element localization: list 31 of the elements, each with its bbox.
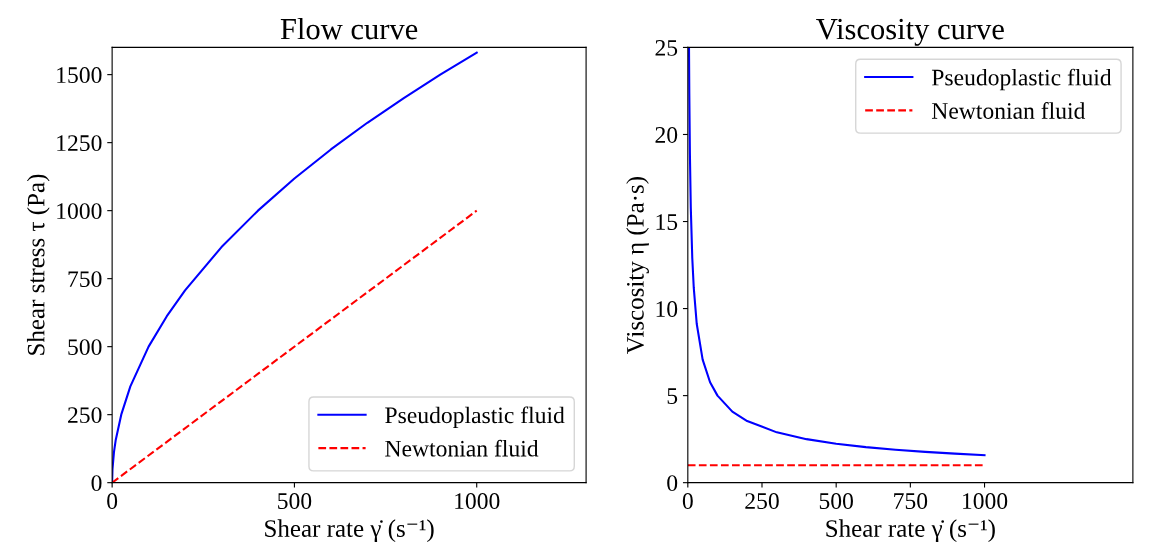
y-axis-title: Viscosity η (Pa·s) <box>626 177 649 354</box>
x-axis-title: Shear rate γ̇ (s⁻¹) <box>265 519 434 543</box>
x-tick-label: 250 <box>745 493 779 510</box>
y-tick-label: 15 <box>656 214 678 230</box>
y-tick-label: 5 <box>667 388 678 405</box>
y-tick-label: 1500 <box>57 67 102 84</box>
y-tick-label: 1250 <box>57 135 102 152</box>
x-tick-label: 500 <box>819 493 853 510</box>
legend-label: Newtonian fluid <box>931 102 1086 119</box>
x-tick-label: 500 <box>278 493 312 510</box>
y-tick-label: 1000 <box>57 203 102 220</box>
y-tick-label: 250 <box>68 407 102 424</box>
x-tick-label: 0 <box>682 493 693 510</box>
chart-title: Viscosity curve <box>816 18 1004 46</box>
legend-label: Pseudoplastic fluid <box>931 68 1112 91</box>
x-tick-label: 1000 <box>962 493 1008 510</box>
y-tick-label: 750 <box>68 271 102 288</box>
x-axis-title: Shear rate γ̇ (s⁻¹) <box>826 519 995 543</box>
y-tick-label: 10 <box>656 301 678 317</box>
y-tick-label: 0 <box>667 475 678 492</box>
legend-label: Newtonian fluid <box>385 439 539 457</box>
legend-label: Pseudoplastic fluid <box>385 406 565 429</box>
chart-title: Flow curve <box>280 17 418 40</box>
y-tick-label: 20 <box>655 126 678 143</box>
x-tick-label: 750 <box>894 493 928 510</box>
y-tick-label: 0 <box>91 475 102 492</box>
y-tick-label: 25 <box>655 39 678 56</box>
y-tick-label: 500 <box>68 339 102 356</box>
x-tick-label: 0 <box>107 493 118 510</box>
x-tick-label: 1000 <box>455 493 500 510</box>
y-axis-title: Shear stress τ (Pa) <box>26 174 50 355</box>
